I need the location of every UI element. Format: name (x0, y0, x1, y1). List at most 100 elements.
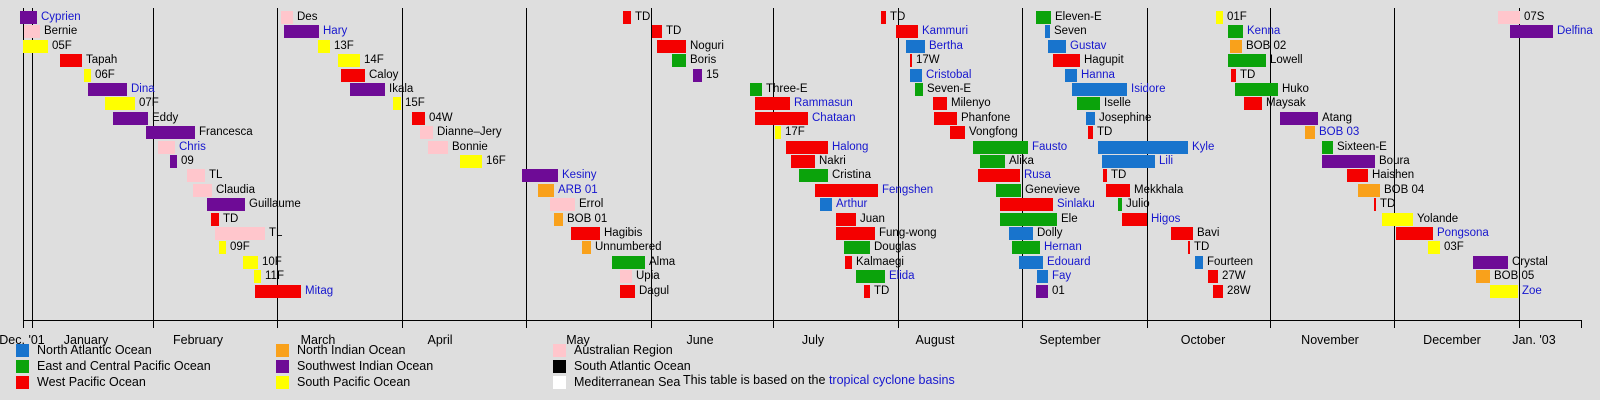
storm-label-kenna[interactable]: Kenna (1247, 25, 1281, 38)
storm-label-arthur[interactable]: Arthur (836, 198, 868, 211)
storm-label-dina[interactable]: Dina (131, 83, 155, 95)
storm-label-chris[interactable]: Chris (179, 140, 206, 153)
storm-bar-rammasun (755, 97, 790, 111)
storm-label-tl: TL (209, 169, 223, 182)
storm-bar-fung-wong (836, 227, 875, 240)
legend-swatch-ni (276, 344, 289, 357)
storm-bar-mekkhala (1106, 183, 1130, 197)
storm-label-td: TD (666, 25, 682, 38)
storm-bar-27w (1208, 270, 1218, 284)
month-label-may: May (566, 333, 590, 347)
storm-label-arb-01[interactable]: ARB 01 (558, 183, 598, 196)
storm-bar-kammuri (896, 25, 918, 39)
storm-bar-upia (620, 270, 632, 284)
storm-label-07f: 07F (139, 97, 159, 110)
storm-label-hanna[interactable]: Hanna (1081, 68, 1115, 81)
storm-label-mekkhala: Mekkhala (1134, 183, 1184, 196)
storm-label-cyprien[interactable]: Cyprien (41, 11, 81, 23)
storm-bar-fourteen (1195, 255, 1203, 269)
storm-label-03f: 03F (1444, 241, 1464, 254)
storm-label-alika: Alika (1009, 155, 1034, 167)
axis-tick (402, 320, 403, 328)
storm-label-elida[interactable]: Elida (889, 270, 915, 283)
storm-label-zoe[interactable]: Zoe (1522, 284, 1542, 297)
axis-tick (32, 320, 33, 328)
storm-bar-03f (1428, 241, 1440, 255)
storm-bar-td (1374, 198, 1376, 212)
month-gridline (1270, 8, 1271, 321)
storm-label-pongsona[interactable]: Pongsona (1437, 227, 1489, 239)
storm-bar-bernie (24, 25, 40, 39)
storm-label-edouard[interactable]: Edouard (1047, 255, 1091, 268)
legend-swatch-ecp (16, 360, 29, 373)
storm-label-juan: Juan (860, 212, 885, 225)
storm-label-hernan[interactable]: Hernan (1044, 241, 1082, 254)
storm-label-delfina[interactable]: Delfina (1557, 25, 1593, 38)
month-label-august: August (915, 333, 955, 347)
storm-label-tapah: Tapah (86, 54, 118, 67)
storm-label-isidore[interactable]: Isidore (1131, 83, 1166, 95)
storm-bar-fausto (973, 140, 1028, 154)
storm-bar-huko (1235, 83, 1278, 96)
storm-label-06f: 06F (95, 68, 115, 81)
storm-bar-sixteen-e (1322, 140, 1333, 154)
storm-label-cristobal[interactable]: Cristobal (926, 68, 972, 81)
storm-label-douglas: Douglas (874, 241, 917, 254)
storm-bar-eleven-e (1036, 11, 1051, 24)
storm-bar-delfina (1510, 25, 1553, 39)
storm-bar-phanfone (934, 111, 957, 125)
storm-bar-01f (1216, 11, 1223, 24)
storm-label-fay[interactable]: Fay (1052, 270, 1072, 283)
month-label-february: February (172, 333, 224, 347)
month-label-june: June (686, 333, 714, 347)
month-gridline (1519, 8, 1520, 321)
month-gridline (1394, 8, 1395, 321)
storm-label-halong[interactable]: Halong (832, 140, 869, 153)
storm-label-mitag[interactable]: Mitag (305, 284, 334, 297)
storm-label-boris: Boris (690, 54, 717, 67)
month-gridline (402, 8, 403, 321)
storm-label-kammuri[interactable]: Kammuri (922, 25, 969, 38)
storm-bar-hary (284, 25, 319, 39)
storm-bar-higos (1122, 212, 1147, 226)
storm-label-fausto[interactable]: Fausto (1032, 140, 1068, 153)
month-label-september: September (1039, 333, 1101, 347)
storm-label-fourteen: Fourteen (1207, 255, 1254, 268)
storm-label-errol: Errol (579, 198, 604, 211)
tropical-cyclone-basins-link[interactable]: tropical cyclone basins (828, 373, 955, 387)
storm-label-three-e: Three-E (766, 83, 808, 95)
storm-label-lili[interactable]: Lili (1159, 155, 1174, 167)
storm-label-higos[interactable]: Higos (1151, 212, 1181, 225)
storm-label-kyle[interactable]: Kyle (1192, 140, 1215, 153)
storm-bar-arthur (820, 198, 832, 212)
storm-label-bob-03[interactable]: BOB 03 (1319, 126, 1360, 139)
axis-tick (1519, 320, 1520, 328)
storm-label-gustav[interactable]: Gustav (1070, 39, 1107, 52)
storm-label-13f: 13F (334, 39, 354, 52)
storm-bar-kyle (1098, 140, 1188, 154)
storm-label-des: Des (297, 11, 318, 23)
storm-bar-gustav (1048, 39, 1066, 53)
storm-label-fengshen[interactable]: Fengshen (882, 183, 934, 196)
storm-label-07s: 07S (1524, 11, 1545, 23)
storm-bar-11f (254, 270, 261, 284)
storm-label-fung-wong: Fung-wong (879, 227, 937, 239)
storm-bar-07s (1498, 11, 1520, 24)
storm-bar-01 (1036, 284, 1048, 298)
storm-label-hary[interactable]: Hary (323, 25, 348, 38)
storm-bar-kalmaegi (845, 255, 852, 269)
storm-label-15: 15 (706, 68, 719, 81)
storm-label-bertha[interactable]: Bertha (929, 39, 963, 52)
storm-label-td: TD (223, 212, 239, 225)
storm-label-rusa[interactable]: Rusa (1024, 169, 1051, 182)
storm-label-kesiny[interactable]: Kesiny (562, 169, 597, 182)
storm-label-bob-02: BOB 02 (1246, 39, 1287, 52)
storm-label-sinlaku[interactable]: Sinlaku (1057, 198, 1095, 211)
storm-label-rammasun[interactable]: Rammasun (794, 97, 853, 110)
storm-bar-iselle (1077, 97, 1100, 111)
storm-label-chataan[interactable]: Chataan (812, 111, 856, 124)
storm-bar-elida (856, 270, 885, 284)
storm-label-lowell: Lowell (1270, 54, 1303, 67)
storm-label-tl: TL (269, 227, 283, 239)
legend-swatch-satl (553, 360, 566, 373)
